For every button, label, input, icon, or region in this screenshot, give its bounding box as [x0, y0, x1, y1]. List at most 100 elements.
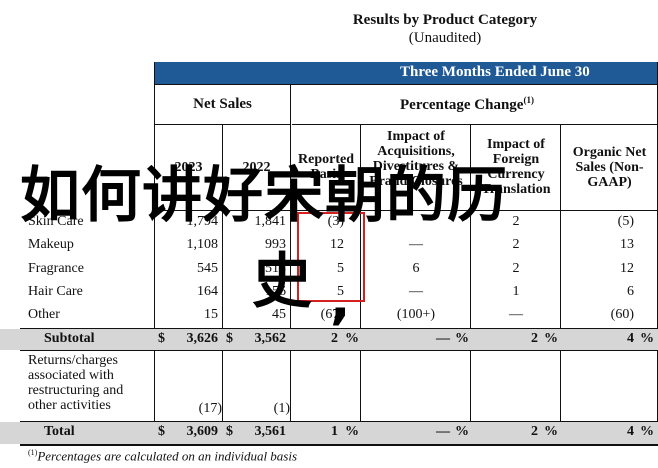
total-top-rule — [20, 421, 658, 422]
row-acq: (100+) — [396, 307, 436, 322]
row-2022: 993 — [265, 237, 286, 252]
col-divider — [470, 125, 471, 444]
row-label: Fragrance — [28, 261, 84, 276]
total-fx: 2 — [531, 424, 538, 439]
pct-change-label: Percentage Change — [400, 97, 524, 113]
overlay-title-line2: 史 — [252, 247, 313, 317]
col-divider — [222, 125, 223, 444]
total-acq: — — [436, 424, 450, 439]
row-label: Hair Care — [28, 284, 83, 299]
row-organic: (5) — [617, 214, 634, 229]
row-2023: 545 — [197, 261, 218, 276]
subtotal-currency-2023: $ — [158, 331, 165, 346]
col-reported: Reported Basis — [298, 152, 354, 182]
row-reported: 5 — [337, 261, 344, 276]
row-2023: 1,794 — [186, 214, 219, 229]
row-2023: 164 — [197, 284, 218, 299]
row-fx: 2 — [512, 214, 520, 229]
highlight-box — [297, 212, 365, 302]
col-divider — [560, 125, 561, 444]
row-reported: (67) — [320, 307, 344, 322]
total-2022: 3,561 — [254, 424, 287, 439]
subtotal-reported-pct: % — [345, 331, 359, 346]
total-reported: 1 — [331, 424, 338, 439]
overlay-comma: , — [330, 268, 352, 331]
total-currency-2023: $ — [158, 424, 165, 439]
returns-label-line: associated with — [28, 368, 114, 383]
row-organic: 6 — [627, 284, 634, 299]
subtotal-organic: 4 — [627, 331, 634, 346]
pct-change-footnote-mark: (1) — [523, 95, 534, 105]
total-bottom-rule — [20, 444, 658, 446]
col-2023: 2023 — [174, 160, 203, 175]
footnote-mark: (1) — [28, 448, 38, 457]
col-2022: 2022 — [242, 160, 271, 175]
row-organic: 13 — [620, 237, 634, 252]
total-label: Total — [44, 424, 75, 439]
footnote-text: Percentages are calculated on an individ… — [37, 448, 298, 464]
row-reported: 5 — [337, 284, 344, 299]
row-acq: — — [409, 284, 423, 299]
group-rule-right — [292, 124, 658, 125]
col-fx: Impact of Foreign Currency Translation — [481, 137, 551, 197]
row-organic: (60) — [610, 307, 634, 322]
period-banner — [154, 62, 658, 84]
pct-change-header: Percentage Change(1) — [400, 95, 534, 114]
col-divider — [154, 62, 155, 444]
subtotal-acq-pct: % — [455, 331, 469, 346]
row-reported: 12 — [330, 237, 344, 252]
subtotal-currency-2022: $ — [226, 331, 233, 346]
col-acquisitions: Impact of Acquisitions, Divestitures & B… — [369, 129, 463, 189]
column-header-rule — [154, 210, 658, 211]
row-acq: 6 — [412, 261, 420, 276]
col-divider — [290, 84, 291, 444]
returns-label-line: other activities — [28, 398, 111, 413]
report-subtitle: (Unaudited) — [408, 30, 482, 46]
row-label: Other — [28, 307, 60, 322]
subtotal-fx: 2 — [531, 331, 538, 346]
returns-2022: (1) — [273, 401, 290, 416]
total-organic: 4 — [627, 424, 634, 439]
col-organic: Organic Net Sales (Non-GAAP) — [572, 145, 647, 190]
subtotal-acq: — — [436, 331, 450, 346]
net-sales-header: Net Sales — [193, 96, 252, 112]
report-title: Results by Product Category — [352, 12, 538, 28]
footnote: (1)Percentages are calculated on an indi… — [28, 448, 297, 464]
subtotal-organic-pct: % — [640, 331, 654, 346]
subtotal-2022: 3,562 — [254, 331, 287, 346]
returns-label-line: restructuring and — [28, 383, 124, 398]
total-2023: 3,609 — [186, 424, 219, 439]
col-divider — [360, 125, 361, 444]
row-fx: — — [509, 307, 523, 322]
group-rule-left — [154, 124, 290, 125]
subtotal-reported: 2 — [331, 331, 338, 346]
subtotal-2023: 3,626 — [186, 331, 219, 346]
row-fx: 2 — [512, 261, 520, 276]
total-organic-pct: % — [640, 424, 654, 439]
row-acq: — — [409, 237, 423, 252]
overlay-title-line1: 如何讲好宋朝的历 — [20, 161, 508, 231]
returns-2023: (17) — [198, 401, 222, 416]
total-acq-pct: % — [455, 424, 469, 439]
row-2023: 1,108 — [186, 237, 219, 252]
total-shade — [0, 422, 658, 444]
returns-label: Returns/charges associated with restruct… — [28, 353, 123, 413]
subtotal-top-rule — [20, 328, 658, 329]
row-organic: 12 — [620, 261, 634, 276]
row-label: Skin Care — [28, 214, 84, 229]
header-rule — [154, 84, 658, 85]
row-2022: 45 — [272, 307, 286, 322]
row-reported: (3) — [327, 214, 344, 229]
subtotal-fx-pct: % — [544, 331, 558, 346]
returns-label-line: Returns/charges — [28, 353, 118, 368]
subtotal-shade — [0, 329, 658, 350]
row-label: Makeup — [28, 237, 74, 252]
row-2022: 518 — [265, 261, 286, 276]
total-reported-pct: % — [345, 424, 359, 439]
subtotal-bottom-rule — [20, 350, 658, 351]
total-fx-pct: % — [544, 424, 558, 439]
row-fx: 2 — [512, 237, 520, 252]
total-currency-2022: $ — [226, 424, 233, 439]
row-fx: 1 — [512, 284, 520, 299]
row-2022: 156 — [265, 284, 286, 299]
